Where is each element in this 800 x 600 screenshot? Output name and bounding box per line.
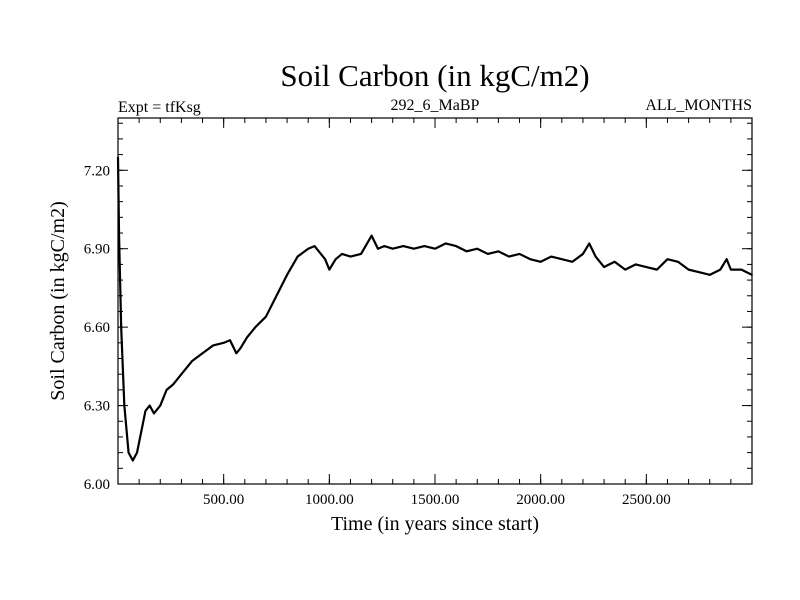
x-axis-label: Time (in years since start)	[331, 513, 539, 535]
data-point	[246, 336, 248, 339]
data-point	[191, 360, 193, 362]
data-point	[582, 253, 584, 255]
y-axis-label: Soil Carbon (in kgC/m2)	[47, 201, 69, 400]
data-point	[222, 342, 225, 344]
data-point	[444, 242, 447, 245]
data-point	[539, 260, 542, 263]
data-point	[212, 344, 214, 347]
x-axis: 500.00 1000.00 1500.00 2000.00 2500.00	[117, 118, 753, 508]
data-point	[497, 250, 500, 253]
data-point	[434, 247, 436, 250]
data-point	[550, 255, 553, 258]
data-point	[751, 274, 753, 276]
data-point	[529, 258, 531, 260]
y-axis: 6.00 6.30 6.60 6.90 7.20	[84, 122, 752, 493]
data-point	[275, 294, 278, 297]
data-point	[159, 404, 162, 407]
data-point	[328, 268, 331, 271]
data-point	[254, 326, 257, 328]
data-point	[634, 263, 637, 266]
x-tick-label: 500.00	[203, 492, 244, 508]
data-point	[148, 404, 151, 407]
experiment-label: Expt = tfKsg	[118, 99, 201, 116]
data-point	[383, 245, 386, 247]
x-tick-label: 1500.00	[411, 492, 460, 508]
data-point	[229, 339, 231, 342]
data-point	[624, 268, 626, 271]
data-point	[603, 266, 605, 268]
period-label: 292_6_MaBP	[391, 97, 480, 114]
data-point	[265, 315, 267, 318]
data-point	[698, 271, 700, 274]
data-point	[561, 258, 563, 260]
x-tick-label: 2000.00	[516, 492, 565, 508]
data-point	[613, 260, 616, 263]
data-point	[349, 255, 352, 258]
data-point	[571, 260, 574, 263]
series-group	[116, 156, 753, 462]
data-point	[645, 266, 648, 268]
data-point	[131, 459, 134, 462]
data-point	[239, 347, 242, 349]
data-point	[708, 274, 711, 276]
data-point	[465, 250, 468, 253]
y-tick-label: 6.90	[84, 242, 110, 258]
data-point	[677, 260, 679, 263]
data-point	[165, 389, 168, 391]
data-point	[370, 234, 373, 237]
data-point	[296, 255, 299, 258]
series-line	[116, 157, 753, 462]
data-point	[487, 253, 489, 255]
data-point	[391, 247, 394, 250]
data-point	[725, 258, 728, 260]
data-point	[172, 383, 174, 386]
data-point	[656, 268, 658, 271]
data-point	[594, 255, 597, 258]
data-point	[201, 352, 204, 355]
y-tick-label: 6.30	[84, 399, 110, 415]
months-label: ALL_MONTHS	[645, 97, 752, 114]
data-point	[423, 245, 426, 247]
data-point	[307, 247, 310, 250]
data-point	[144, 410, 147, 412]
data-point	[730, 268, 732, 271]
data-point	[118, 234, 120, 237]
data-point	[666, 258, 669, 260]
data-point	[719, 268, 722, 271]
data-point	[117, 156, 119, 159]
data-point	[180, 373, 183, 376]
data-point	[402, 245, 405, 247]
data-point	[413, 247, 415, 250]
y-tick-label: 6.60	[84, 320, 110, 336]
data-point	[518, 253, 521, 255]
x-tick-label: 2500.00	[622, 492, 671, 508]
data-point	[360, 253, 362, 255]
data-point	[286, 274, 288, 276]
data-point	[377, 247, 379, 250]
data-point	[508, 255, 510, 258]
data-point	[136, 451, 138, 454]
y-tick-label: 7.20	[84, 163, 110, 179]
x-tick-label: 1000.00	[305, 492, 354, 508]
data-point	[341, 253, 343, 255]
data-point	[455, 245, 457, 247]
data-point	[140, 430, 143, 433]
data-point	[127, 451, 130, 454]
chart-title: Soil Carbon (in kgC/m2)	[280, 58, 589, 93]
data-point	[334, 258, 337, 260]
data-point	[740, 268, 743, 271]
data-point	[476, 247, 479, 250]
data-point	[235, 352, 238, 355]
data-point	[324, 258, 326, 260]
data-point	[313, 245, 316, 247]
data-point	[687, 268, 690, 271]
data-point	[123, 404, 126, 407]
data-point	[320, 253, 322, 255]
data-point	[120, 326, 122, 328]
y-tick-label: 6.00	[84, 477, 110, 493]
data-point	[588, 242, 591, 245]
plot-frame	[117, 117, 753, 485]
data-point	[153, 412, 155, 415]
